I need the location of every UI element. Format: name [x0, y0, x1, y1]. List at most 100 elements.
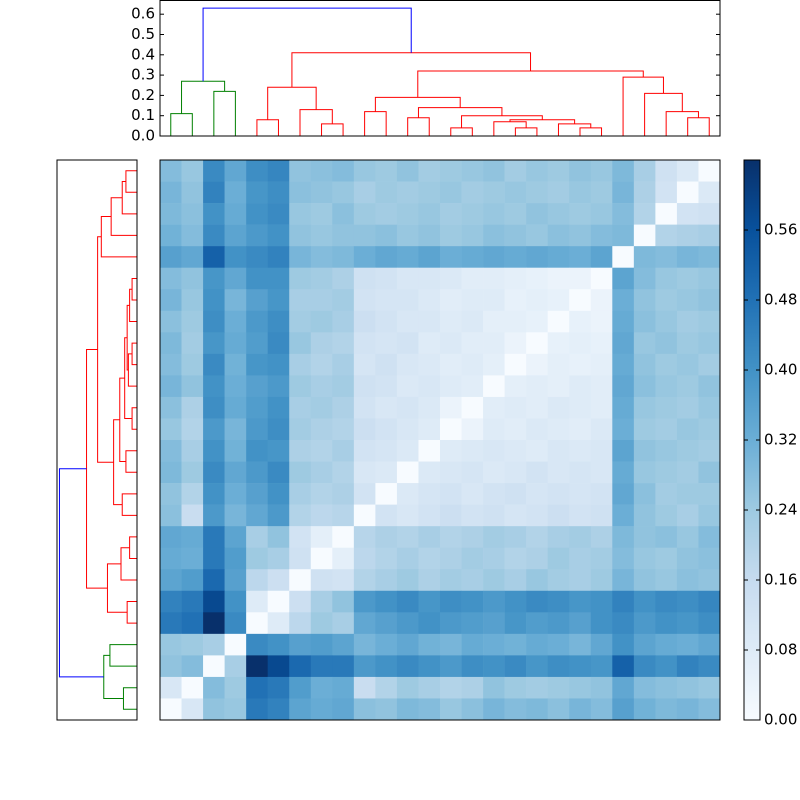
heatmap-cell: [267, 526, 290, 548]
heatmap-cell: [289, 332, 312, 355]
heatmap-cell: [246, 569, 268, 592]
heatmap-cell: [267, 633, 290, 656]
heatmap-cell: [267, 418, 290, 441]
heatmap-cell: [310, 289, 333, 312]
heatmap-cell: [203, 332, 225, 355]
heatmap-cell: [633, 353, 656, 376]
heatmap-cell: [676, 698, 699, 721]
heatmap-cell: [375, 267, 398, 290]
heatmap-cell: [440, 246, 462, 268]
left-dendrogram-link: [121, 493, 137, 516]
heatmap-cell: [418, 504, 441, 527]
heatmap-cell: [396, 655, 419, 678]
heatmap-cell: [160, 504, 182, 527]
heatmap-cell: [267, 569, 290, 592]
heatmap-cell: [504, 353, 527, 376]
top-dendrogram-link: [170, 113, 193, 136]
heatmap-cell: [267, 310, 290, 333]
heatmap-cell: [504, 375, 527, 398]
left-dendrogram-link: [113, 419, 123, 506]
heatmap-cell: [569, 526, 592, 548]
heatmap-cell: [203, 504, 225, 527]
heatmap-cell: [181, 483, 204, 505]
heatmap-cell: [461, 633, 484, 656]
heatmap-cell: [375, 633, 398, 656]
heatmap-cell: [375, 526, 398, 548]
heatmap-cell: [483, 526, 505, 548]
heatmap-cell: [246, 353, 268, 376]
heatmap-cell: [396, 504, 419, 527]
heatmap-cell: [353, 590, 376, 613]
left-dendrogram-link: [120, 547, 137, 581]
heatmap-cell: [655, 246, 678, 268]
heatmap-cell: [224, 655, 247, 678]
heatmap-cell: [569, 332, 592, 355]
heatmap-cell: [224, 224, 247, 247]
heatmap-cell: [612, 612, 635, 635]
heatmap-cell: [504, 289, 527, 312]
heatmap-cell: [461, 396, 484, 419]
heatmap-cell: [612, 203, 635, 225]
top-dendrogram-link: [579, 127, 603, 136]
heatmap-cell: [203, 676, 225, 699]
heatmap-cell: [203, 375, 225, 398]
heatmap-cell: [310, 547, 333, 570]
heatmap-cell: [332, 396, 355, 419]
heatmap-cell: [289, 676, 312, 699]
heatmap-cell: [224, 504, 247, 527]
heatmap-cell: [353, 526, 376, 548]
top-dendrogram-link: [450, 127, 473, 136]
heatmap-cell: [612, 375, 635, 398]
heatmap-cell: [526, 181, 548, 204]
heatmap-cell: [289, 655, 312, 678]
heatmap-cell: [569, 698, 592, 721]
heatmap-cell: [440, 203, 462, 225]
heatmap-cell: [676, 483, 699, 505]
left-dendrogram-link: [97, 236, 114, 463]
heatmap-cell: [418, 246, 441, 268]
heatmap-cell: [612, 353, 635, 376]
heatmap-cell: [375, 396, 398, 419]
heatmap-cell: [590, 440, 613, 462]
heatmap-cell: [396, 203, 419, 225]
heatmap-cell: [461, 655, 484, 678]
heatmap-cell: [375, 483, 398, 505]
heatmap-cell: [267, 160, 290, 182]
heatmap-cell: [590, 224, 613, 247]
heatmap-cell: [418, 396, 441, 419]
heatmap-cell: [310, 246, 333, 268]
heatmap-cell: [418, 418, 441, 441]
heatmap-cell: [289, 246, 312, 268]
heatmap-cell: [246, 289, 268, 312]
heatmap-cell: [504, 332, 527, 355]
heatmap-cell: [418, 547, 441, 570]
heatmap-cell: [267, 289, 290, 312]
heatmap-cell: [289, 612, 312, 635]
heatmap-cell: [655, 353, 678, 376]
left-dendrogram-link: [125, 170, 137, 193]
heatmap-cell: [461, 203, 484, 225]
heatmap-cell: [267, 396, 290, 419]
heatmap-cell: [160, 633, 182, 656]
heatmap-cell: [483, 590, 505, 613]
heatmap-cell: [655, 267, 678, 290]
top-dendrogram-link: [202, 7, 412, 82]
heatmap-cell: [547, 440, 570, 462]
heatmap-cell: [289, 289, 312, 312]
heatmap-cell: [526, 353, 548, 376]
heatmap-cell: [332, 181, 355, 204]
heatmap-cell: [224, 203, 247, 225]
heatmap-cell: [160, 676, 182, 699]
heatmap-cell: [633, 418, 656, 441]
heatmap-cell: [612, 676, 635, 699]
heatmap-cell: [310, 375, 333, 398]
heatmap-cell: [461, 310, 484, 333]
heatmap-cell: [418, 569, 441, 592]
heatmap-cell: [633, 267, 656, 290]
heatmap-cell: [310, 612, 333, 635]
heatmap-cell: [224, 310, 247, 333]
heatmap-cell: [332, 655, 355, 678]
heatmap-cell: [633, 612, 656, 635]
colorbar-tick-label: 0.32: [764, 431, 797, 449]
heatmap-cell: [332, 612, 355, 635]
